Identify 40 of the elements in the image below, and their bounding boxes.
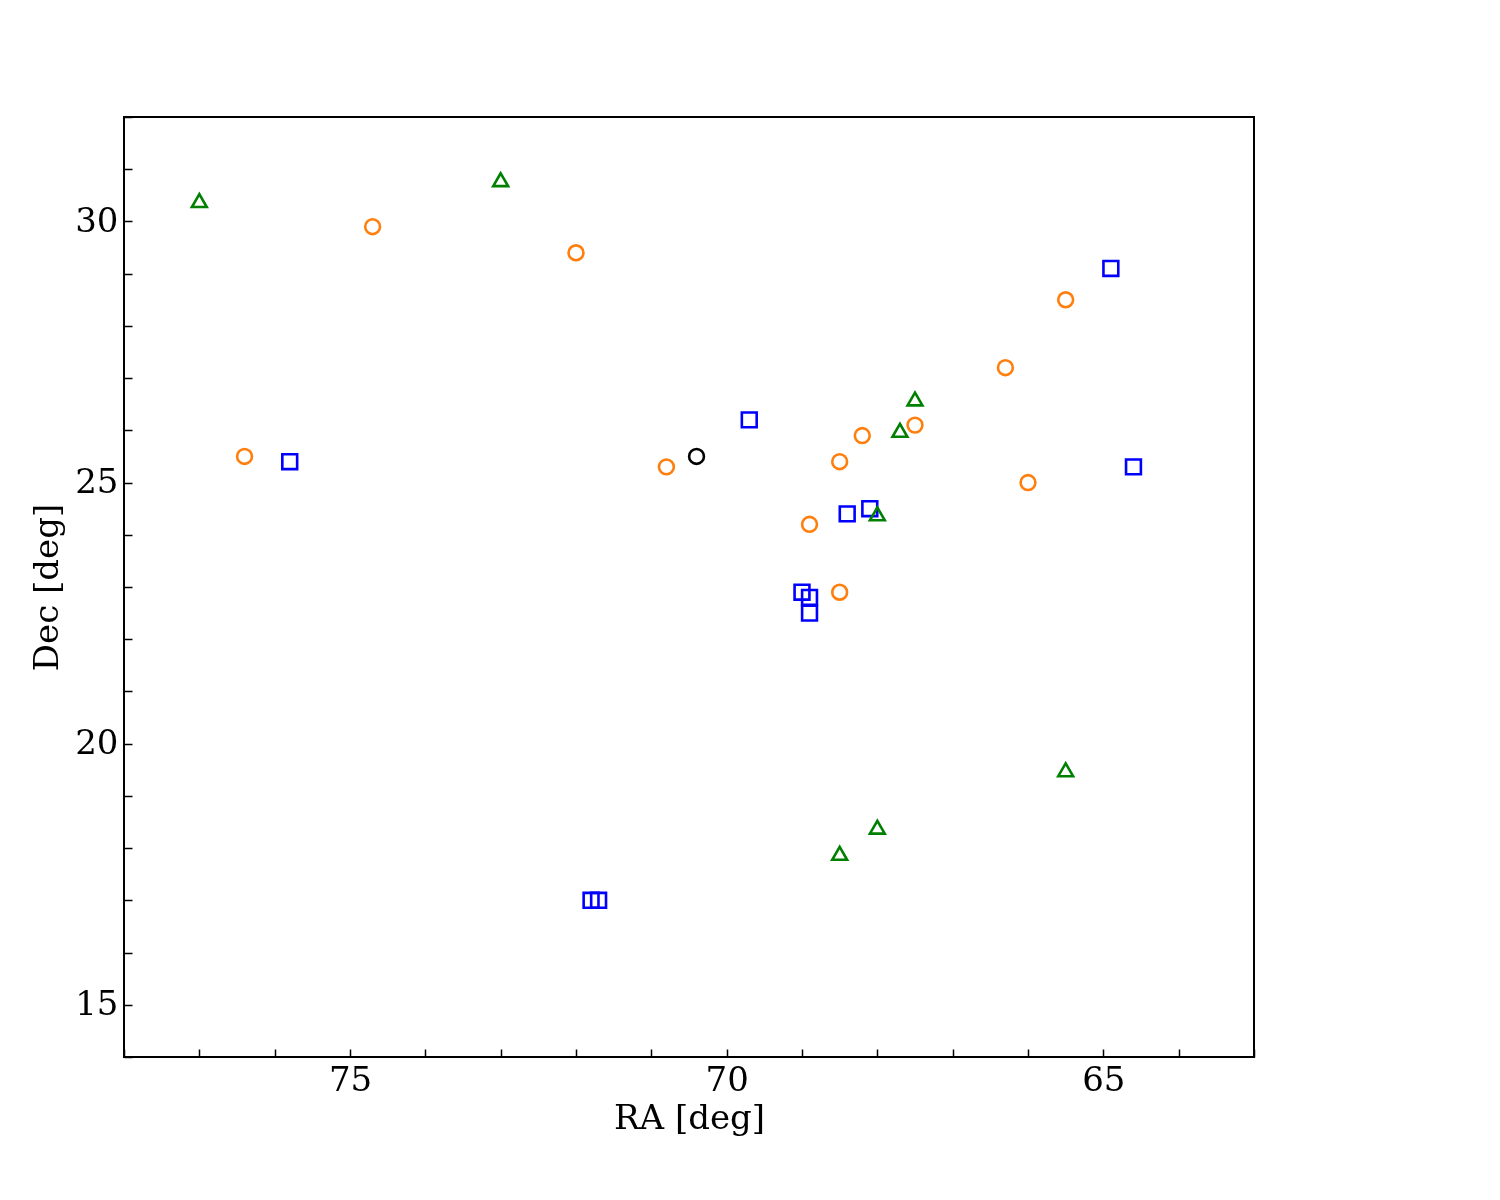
point [235,447,254,466]
point [1124,458,1143,476]
point [491,171,510,188]
y-tick-label: 30 [75,199,119,240]
point [363,217,382,236]
y-tick-label: 25 [75,461,119,502]
point [1056,291,1075,309]
point [868,506,887,522]
point [1102,259,1120,278]
point [657,458,676,476]
point [800,604,819,622]
point [800,515,819,534]
point [1056,762,1075,778]
y-axis-title: Dec [deg] [26,503,67,672]
point [830,452,849,471]
point [1019,473,1037,492]
point [589,891,608,910]
point [281,452,299,471]
point [687,447,706,466]
x-axis-title: RA [deg] [613,1096,766,1137]
point [800,588,819,607]
point [838,505,856,523]
y-tick-label: 20 [75,722,119,763]
x-tick-label: 70 [705,1058,749,1099]
point [830,583,849,601]
point [868,819,887,835]
point [906,391,924,407]
point [190,192,209,209]
y-tick-label: 15 [75,983,119,1024]
point [567,244,585,262]
point [793,583,811,601]
x-tick-label: 65 [1082,1058,1126,1099]
point [996,358,1015,377]
point [582,891,600,910]
point [906,416,924,434]
point [740,411,758,429]
point [891,422,909,439]
point [830,845,849,862]
point [853,426,871,445]
x-tick-label: 75 [328,1058,373,1099]
